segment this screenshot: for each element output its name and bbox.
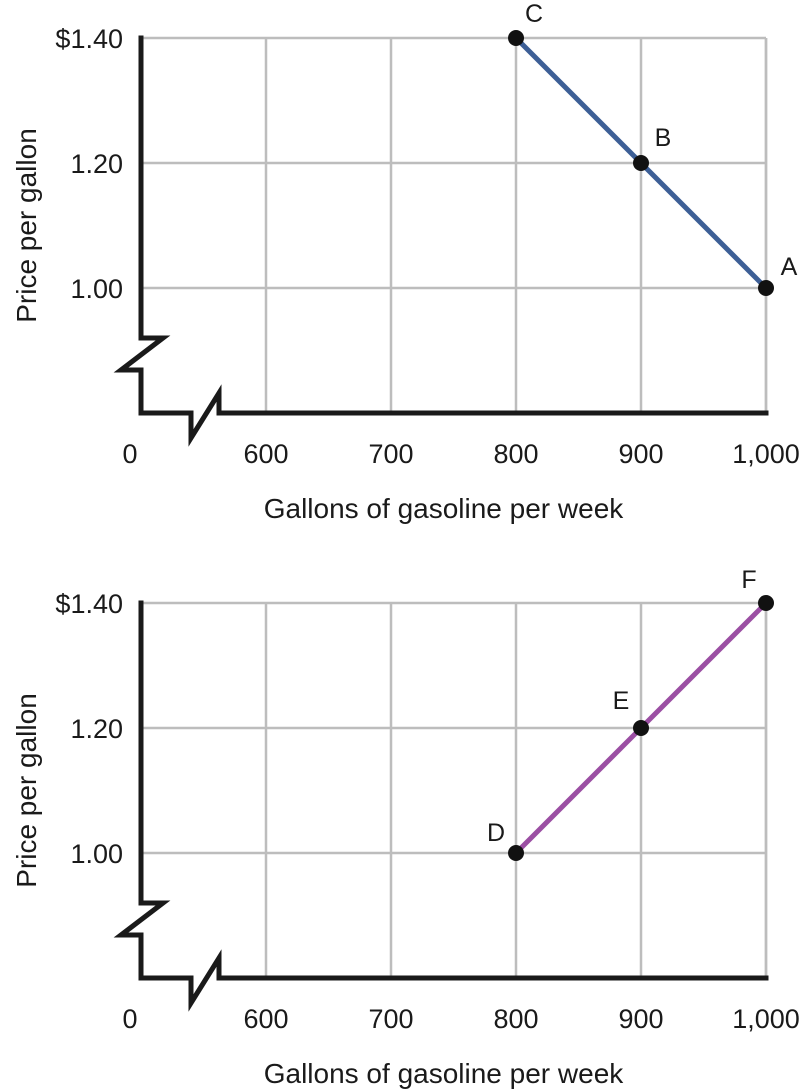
x-tick-label: 700 [368, 439, 413, 469]
x-tick-label: 900 [618, 439, 663, 469]
data-point-c [508, 30, 524, 46]
x-tick-label: 600 [243, 439, 288, 469]
y-tick-label: 1.20 [70, 714, 123, 744]
data-point-b [633, 155, 649, 171]
x-tick-label: 700 [368, 1004, 413, 1034]
data-point-a [758, 280, 774, 296]
x-tick-label: 900 [618, 1004, 663, 1034]
y-tick-labels: 1.00 1.20 $1.40 [55, 24, 123, 304]
y-tick-label: 1.00 [70, 274, 123, 304]
x-tick-labels: 0 600 700 800 900 1,000 [122, 439, 799, 469]
y-axis-title: Price per gallon [11, 693, 42, 888]
data-point-e [633, 720, 649, 736]
x-tick-label: 0 [122, 1004, 137, 1034]
point-label-a: A [781, 253, 798, 281]
y-tick-labels: 1.00 1.20 $1.40 [55, 589, 123, 869]
point-label-d: D [487, 819, 505, 847]
point-label-b: B [655, 124, 672, 152]
data-point-d [508, 845, 524, 861]
y-tick-label: 1.00 [70, 839, 123, 869]
x-axis-title: Gallons of gasoline per week [264, 493, 625, 524]
chart-bottom: 0 600 700 800 900 1,000 1.00 1.20 $1.40 Gallons o… [11, 566, 800, 1089]
axes-with-breaks [113, 35, 769, 447]
y-tick-label: 1.20 [70, 149, 123, 179]
point-label-c: C [525, 0, 543, 28]
chart-top: 0 600 700 800 900 1,000 1.00 1.20 $1.40 Gallons o… [11, 0, 800, 524]
x-tick-label: 600 [243, 1004, 288, 1034]
y-tick-label: $1.40 [55, 589, 123, 619]
y-tick-label: $1.40 [55, 24, 123, 54]
axes-with-breaks [113, 600, 769, 1012]
x-tick-label: 1,000 [732, 1004, 800, 1034]
x-axis-title: Gallons of gasoline per week [264, 1058, 625, 1089]
x-tick-label: 800 [493, 1004, 538, 1034]
gridlines [141, 36, 768, 413]
x-tick-labels: 0 600 700 800 900 1,000 [122, 1004, 799, 1034]
data-point-f [758, 595, 774, 611]
gridlines [141, 601, 768, 978]
x-tick-label: 1,000 [732, 439, 800, 469]
x-tick-label: 800 [493, 439, 538, 469]
point-label-f: F [741, 566, 756, 594]
point-label-e: E [613, 687, 630, 715]
x-tick-label: 0 [122, 439, 137, 469]
y-axis-title: Price per gallon [11, 128, 42, 323]
